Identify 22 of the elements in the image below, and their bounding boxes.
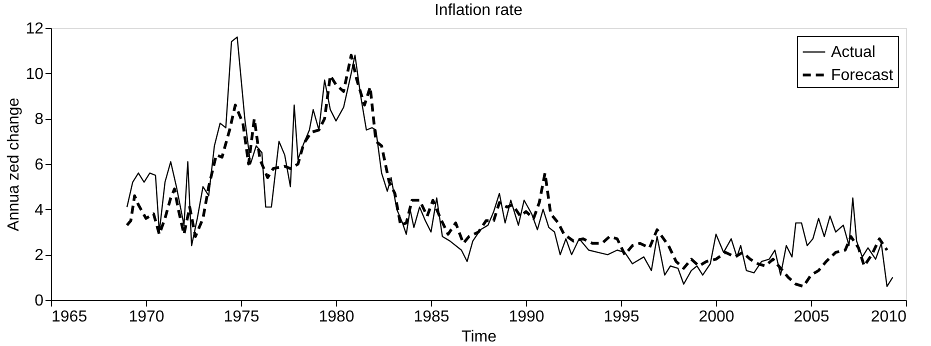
x-tick-label: 1970	[128, 308, 164, 326]
legend-label: Forecast	[831, 67, 894, 84]
x-tick-label: 2005	[794, 308, 830, 326]
x-tick-label: 1965	[52, 308, 88, 326]
y-tick-label: 0	[34, 292, 44, 310]
x-axis-title: Time	[462, 328, 497, 346]
y-tick-label: 12	[26, 20, 44, 38]
x-tick-label: 2000	[698, 308, 734, 326]
x-tick-label: 1975	[224, 308, 260, 326]
y-tick-label: 6	[34, 156, 44, 174]
y-tick-label: 4	[34, 202, 44, 219]
y-tick-label: 8	[34, 111, 44, 128]
x-tick-label: 1985	[414, 308, 450, 326]
chart-title: Inflation rate	[434, 2, 523, 19]
legend-label: Actual	[831, 44, 876, 61]
y-tick-label: 10	[26, 66, 44, 83]
y-axis-title: Annua zed change	[6, 98, 23, 232]
y-tick-label: 2	[34, 247, 44, 264]
x-tick-label: 1980	[318, 308, 354, 326]
x-tick-label: 1995	[604, 308, 640, 326]
x-tick-label: 1990	[508, 308, 544, 326]
x-tick-label: 2010	[870, 308, 907, 326]
